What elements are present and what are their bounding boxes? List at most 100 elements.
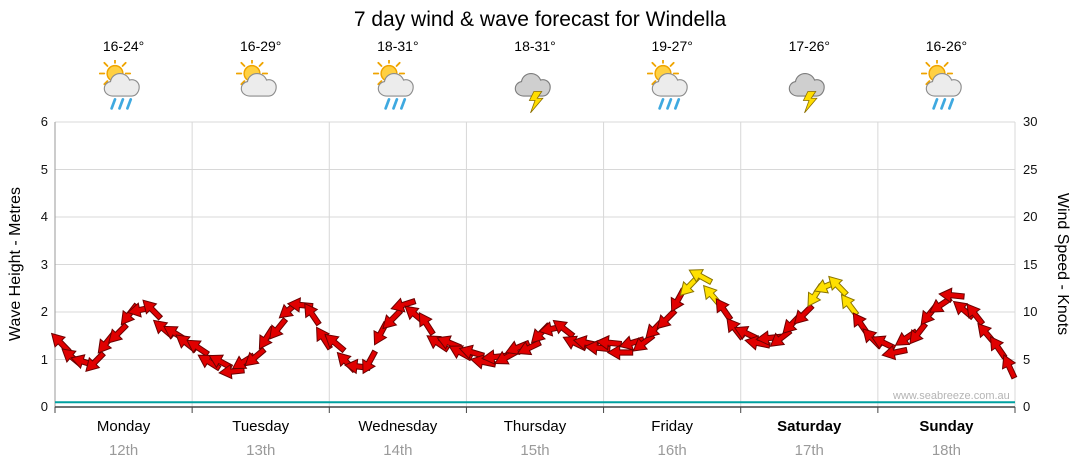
wind-arrow xyxy=(481,349,508,365)
sun-cloud-icon xyxy=(235,57,277,97)
sun-ray xyxy=(377,61,383,67)
wind-arrow xyxy=(715,297,734,322)
wind-arrow xyxy=(324,333,347,354)
cloud-shape xyxy=(514,72,551,97)
day-name: Saturday xyxy=(777,418,842,435)
sun-ray xyxy=(377,80,383,86)
cloud-shape xyxy=(651,72,688,97)
day-date: 15th xyxy=(520,442,550,459)
sun-cloud-rain-icon xyxy=(921,57,963,110)
wind-arrow xyxy=(142,299,164,321)
day-temp-range: 18-31° xyxy=(514,38,556,54)
wind-arrow xyxy=(458,344,485,360)
right-axis-tick-label: 0 xyxy=(1023,399,1031,414)
sun-ray xyxy=(102,80,108,86)
rain-drop xyxy=(674,98,681,110)
rain-drop xyxy=(117,98,124,110)
wind-arrow xyxy=(244,346,267,367)
rain-drop xyxy=(948,98,955,110)
left-axis-tick-label: 4 xyxy=(40,209,48,224)
day-weather-icon xyxy=(784,60,834,119)
left-axis-tick-label: 3 xyxy=(40,256,48,272)
sun-ray xyxy=(102,61,108,67)
wind-arrow xyxy=(362,349,378,375)
day-name: Thursday xyxy=(503,418,567,435)
right-axis-tick-label: 25 xyxy=(1023,161,1038,177)
day-temp-range: 16-26° xyxy=(925,38,968,54)
rain-drop xyxy=(399,98,406,110)
day-date: 16th xyxy=(657,442,687,459)
wind-arrow xyxy=(390,297,417,313)
day-name: Sunday xyxy=(919,418,974,435)
wind-arrow xyxy=(269,317,289,340)
day-weather-icon xyxy=(98,57,149,119)
left-axis-tick-label: 2 xyxy=(40,304,48,319)
storm-lightning-icon xyxy=(789,72,826,114)
sun-ray xyxy=(258,61,264,67)
sun-cloud-rain-icon xyxy=(372,57,414,110)
right-axis-tick-label: 5 xyxy=(1023,351,1031,367)
wind-arrow xyxy=(733,326,759,342)
wind-arrow xyxy=(595,334,623,351)
rain-drop xyxy=(658,98,665,110)
wind-arrow xyxy=(85,350,106,373)
wind-arrow xyxy=(688,269,714,286)
sun-ray xyxy=(925,80,931,86)
wind-arrow xyxy=(606,344,634,361)
wind-arrow xyxy=(881,344,908,361)
lightning-bolt xyxy=(528,91,544,114)
wind-arrow xyxy=(966,303,986,327)
day-temp-range: 19-27° xyxy=(651,38,693,54)
right-axis-title: Wind Speed - Knots xyxy=(1054,192,1071,336)
day-temp-range: 17-26° xyxy=(788,38,830,54)
wind-arrow xyxy=(755,330,783,346)
wind-arrow xyxy=(186,339,211,358)
storm-lightning-icon xyxy=(514,72,551,114)
wind-arrow xyxy=(197,354,222,372)
right-axis-tick-label: 10 xyxy=(1023,304,1038,319)
rain-drop xyxy=(940,98,947,110)
day-weather-icon xyxy=(921,57,971,119)
right-axis-tick-label: 30 xyxy=(1023,114,1038,129)
sun-ray xyxy=(669,61,675,67)
wind-arrow xyxy=(108,322,129,344)
day-date: 14th xyxy=(383,442,413,459)
sun-cloud-rain-icon xyxy=(647,57,688,110)
day-weather-icon xyxy=(647,57,697,119)
sun-ray xyxy=(240,80,246,86)
right-axis-tick-label: 20 xyxy=(1023,209,1038,224)
left-axis-tick-label: 5 xyxy=(40,161,48,177)
left-axis-tick-label: 6 xyxy=(40,114,48,129)
day-date: 18th xyxy=(931,442,962,459)
wind-arrow xyxy=(304,302,322,327)
sun-ray xyxy=(651,61,657,67)
wind-arrow xyxy=(426,335,451,353)
left-axis-tick-label: 0 xyxy=(40,399,48,414)
right-axis-tick-label: 15 xyxy=(1023,256,1038,272)
day-weather-icon xyxy=(372,57,423,119)
cloud-shape xyxy=(926,72,963,97)
wind-arrow xyxy=(989,335,1008,360)
rain-drop xyxy=(391,98,399,110)
day-weather-icon xyxy=(235,57,286,119)
wind-arrow xyxy=(418,312,436,336)
lightning-bolt xyxy=(803,91,819,114)
day-temp-range: 18-31° xyxy=(377,38,419,54)
rain-drop xyxy=(384,98,391,110)
day-weather-icon xyxy=(510,60,560,119)
day-name: Wednesday xyxy=(358,418,438,435)
day-name: Friday xyxy=(651,418,693,435)
wind-arrow xyxy=(552,319,576,339)
day-date: 13th xyxy=(246,442,276,459)
sun-ray xyxy=(240,61,246,67)
wind-arrow xyxy=(871,335,897,352)
sun-ray xyxy=(121,61,127,67)
wind-arrow xyxy=(840,293,860,317)
sun-ray xyxy=(944,61,950,67)
left-axis-tick-label: 1 xyxy=(40,351,48,367)
wind-arrow xyxy=(938,287,965,304)
rain-drop xyxy=(109,98,116,110)
sun-ray xyxy=(651,80,657,86)
cloud-shape xyxy=(103,72,140,97)
